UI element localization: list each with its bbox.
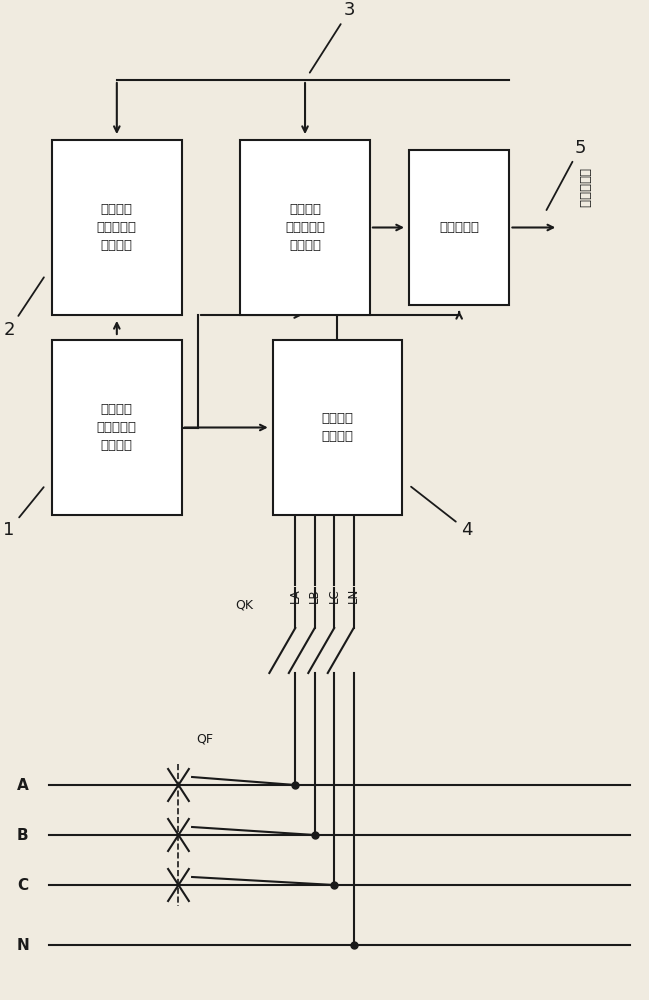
Text: 数据输出端: 数据输出端 xyxy=(578,167,591,208)
Text: N: N xyxy=(16,938,29,952)
Text: 压电陶瓷
变压器谐振
驱动电路: 压电陶瓷 变压器谐振 驱动电路 xyxy=(97,203,137,252)
Text: LN: LN xyxy=(347,588,360,603)
Bar xyxy=(240,140,370,315)
Text: LC: LC xyxy=(328,588,341,603)
Text: LB: LB xyxy=(308,588,321,603)
Text: 3: 3 xyxy=(310,1,356,73)
Text: 短路探测
传感电路: 短路探测 传感电路 xyxy=(321,412,354,443)
Text: 5: 5 xyxy=(546,139,586,210)
Text: 主测控电路: 主测控电路 xyxy=(439,221,479,234)
Text: 压电陶瓷
变压器高压
发生电路: 压电陶瓷 变压器高压 发生电路 xyxy=(97,403,137,452)
Text: QF: QF xyxy=(196,732,213,745)
Text: C: C xyxy=(17,878,29,892)
Bar xyxy=(273,340,402,515)
Bar xyxy=(52,140,182,315)
Text: 4: 4 xyxy=(411,487,472,539)
Text: LA: LA xyxy=(289,588,302,603)
Text: 压电陶瓷
变压器谐振
检测电路: 压电陶瓷 变压器谐振 检测电路 xyxy=(285,203,325,252)
Bar xyxy=(52,340,182,515)
Text: A: A xyxy=(17,778,29,792)
Text: 1: 1 xyxy=(3,487,43,539)
Bar xyxy=(409,150,509,305)
Text: 2: 2 xyxy=(3,277,44,339)
Text: B: B xyxy=(17,828,29,842)
Text: QK: QK xyxy=(235,598,253,611)
